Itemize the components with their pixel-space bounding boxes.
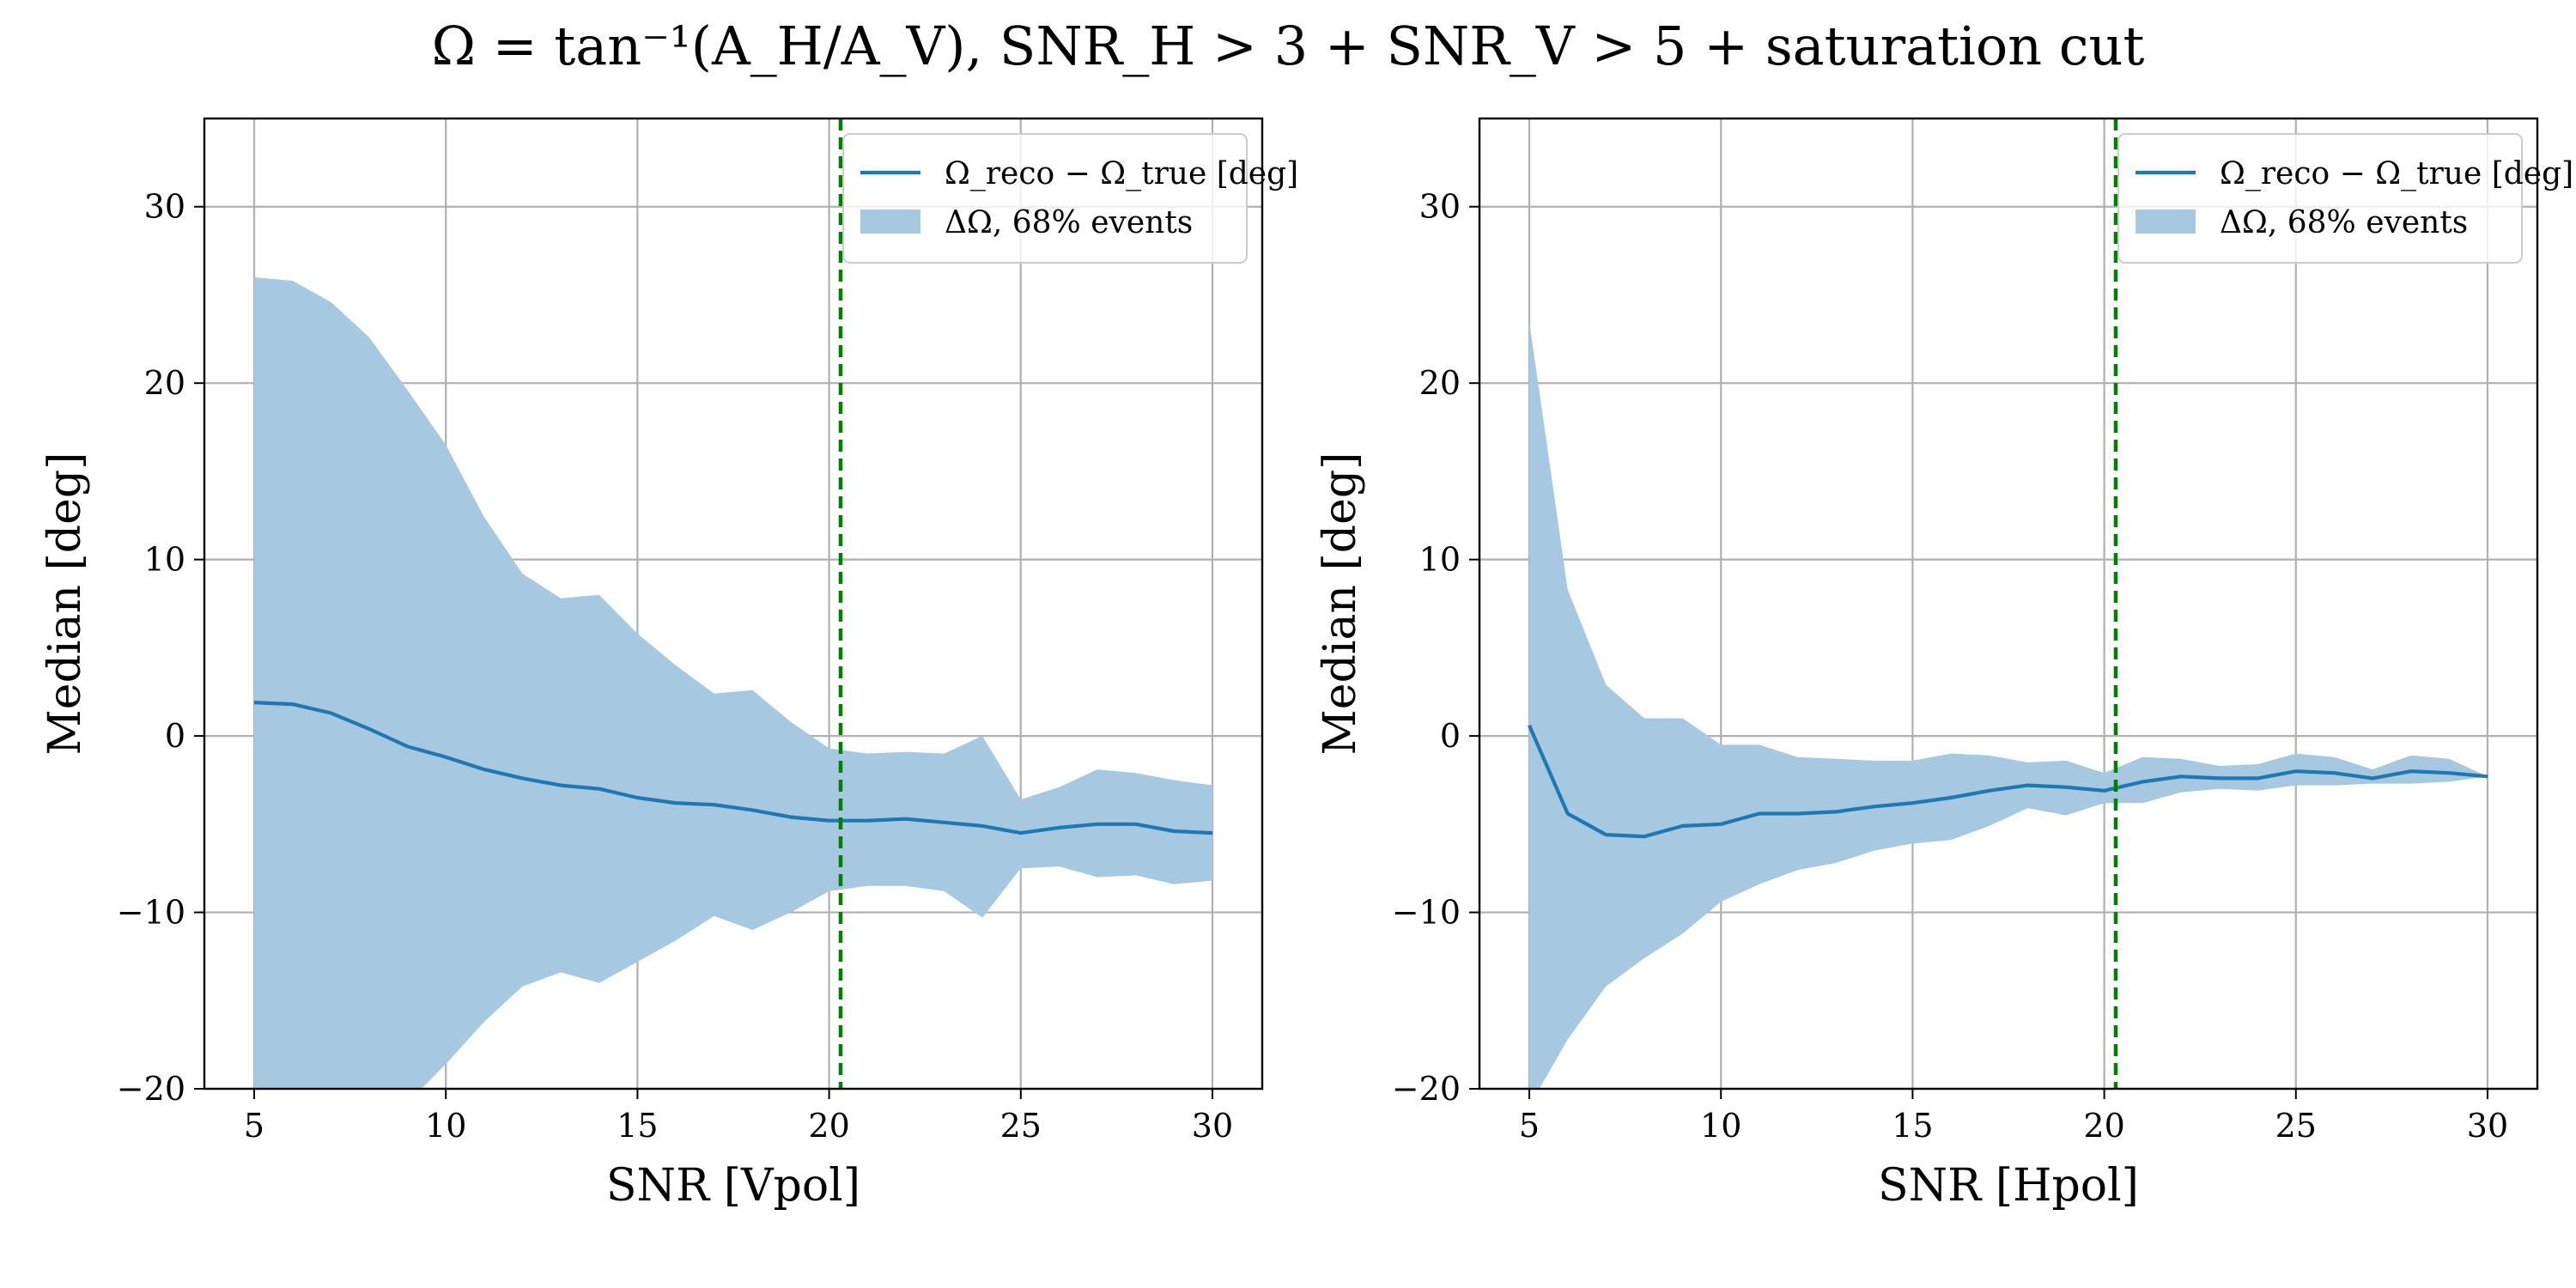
ticks: 5 10 15 20 25 30 −20 −10 0 10 20 30 <box>117 188 1233 1145</box>
median-line <box>1528 724 2488 839</box>
y-tick-label: 30 <box>1419 188 1461 226</box>
y-tick-label: 20 <box>144 364 185 402</box>
legend-box <box>842 133 1248 264</box>
legend-label-band: ΔΩ, 68% events <box>945 205 1193 240</box>
y-tick-label: 0 <box>1440 717 1461 755</box>
x-tick-label: 15 <box>1892 1107 1933 1145</box>
median-line <box>253 701 1213 835</box>
x-tick-label: 10 <box>1700 1107 1741 1145</box>
y-tick-label: −20 <box>1392 1070 1461 1108</box>
y-axis-label: Median [deg] <box>1315 453 1366 756</box>
figure-title: Ω = tan⁻¹(A_H/A_V), SNR_H > 3 + SNR_V > … <box>432 15 2145 77</box>
x-tick-label: 20 <box>808 1107 849 1145</box>
legend-label-median: Ω_reco − Ω_true [deg] <box>2220 156 2573 191</box>
right-panel-hpol: 5 10 15 20 25 30 −20 −10 0 10 20 30 SNR [Hpol] Median… <box>1315 117 2573 1212</box>
y-tick-label: 10 <box>1419 541 1461 579</box>
x-axis-label: SNR [Hpol] <box>1878 1160 2139 1212</box>
band-68-percent <box>1529 321 2488 1089</box>
x-tick-label: 10 <box>425 1107 466 1145</box>
band-68-percent <box>254 276 1212 1089</box>
y-tick-label: 30 <box>144 188 185 226</box>
y-tick-label: 0 <box>165 717 185 755</box>
legend-box <box>2117 133 2523 264</box>
y-tick-label: 20 <box>1419 364 1461 402</box>
y-tick-label: −20 <box>117 1070 185 1108</box>
axes-frame <box>203 117 1264 1091</box>
x-tick-label: 5 <box>1519 1107 1540 1145</box>
ticks: 5 10 15 20 25 30 −20 −10 0 10 20 30 <box>1392 188 2508 1145</box>
x-axis-label: SNR [Vpol] <box>606 1160 860 1212</box>
y-tick-label: −10 <box>1392 894 1461 932</box>
plot-area <box>1528 118 2488 1089</box>
y-axis-label: Median [deg] <box>39 453 91 756</box>
legend-label-median: Ω_reco − Ω_true [deg] <box>945 156 1298 191</box>
left-panel-vpol: 5 10 15 20 25 30 −20 −10 0 10 20 30 SNR [Vpol] Median… <box>39 117 1298 1212</box>
y-tick-label: 10 <box>144 541 185 579</box>
legend: Ω_reco − Ω_true [deg] ΔΩ, 68% events <box>842 133 1298 264</box>
x-tick-label: 5 <box>244 1107 264 1145</box>
y-tick-label: −10 <box>117 894 185 932</box>
x-tick-label: 25 <box>2275 1107 2317 1145</box>
legend-band-swatch <box>2136 210 2196 234</box>
legend-label-band: ΔΩ, 68% events <box>2220 205 2468 240</box>
x-tick-label: 30 <box>1192 1107 1233 1145</box>
x-tick-label: 30 <box>2467 1107 2508 1145</box>
x-tick-label: 15 <box>617 1107 658 1145</box>
axes-frame <box>1478 117 2539 1091</box>
x-tick-label: 25 <box>1000 1107 1042 1145</box>
legend: Ω_reco − Ω_true [deg] ΔΩ, 68% events <box>2117 133 2573 264</box>
legend-band-swatch <box>860 210 920 234</box>
x-tick-label: 20 <box>2083 1107 2124 1145</box>
plot-area <box>253 118 1213 1089</box>
